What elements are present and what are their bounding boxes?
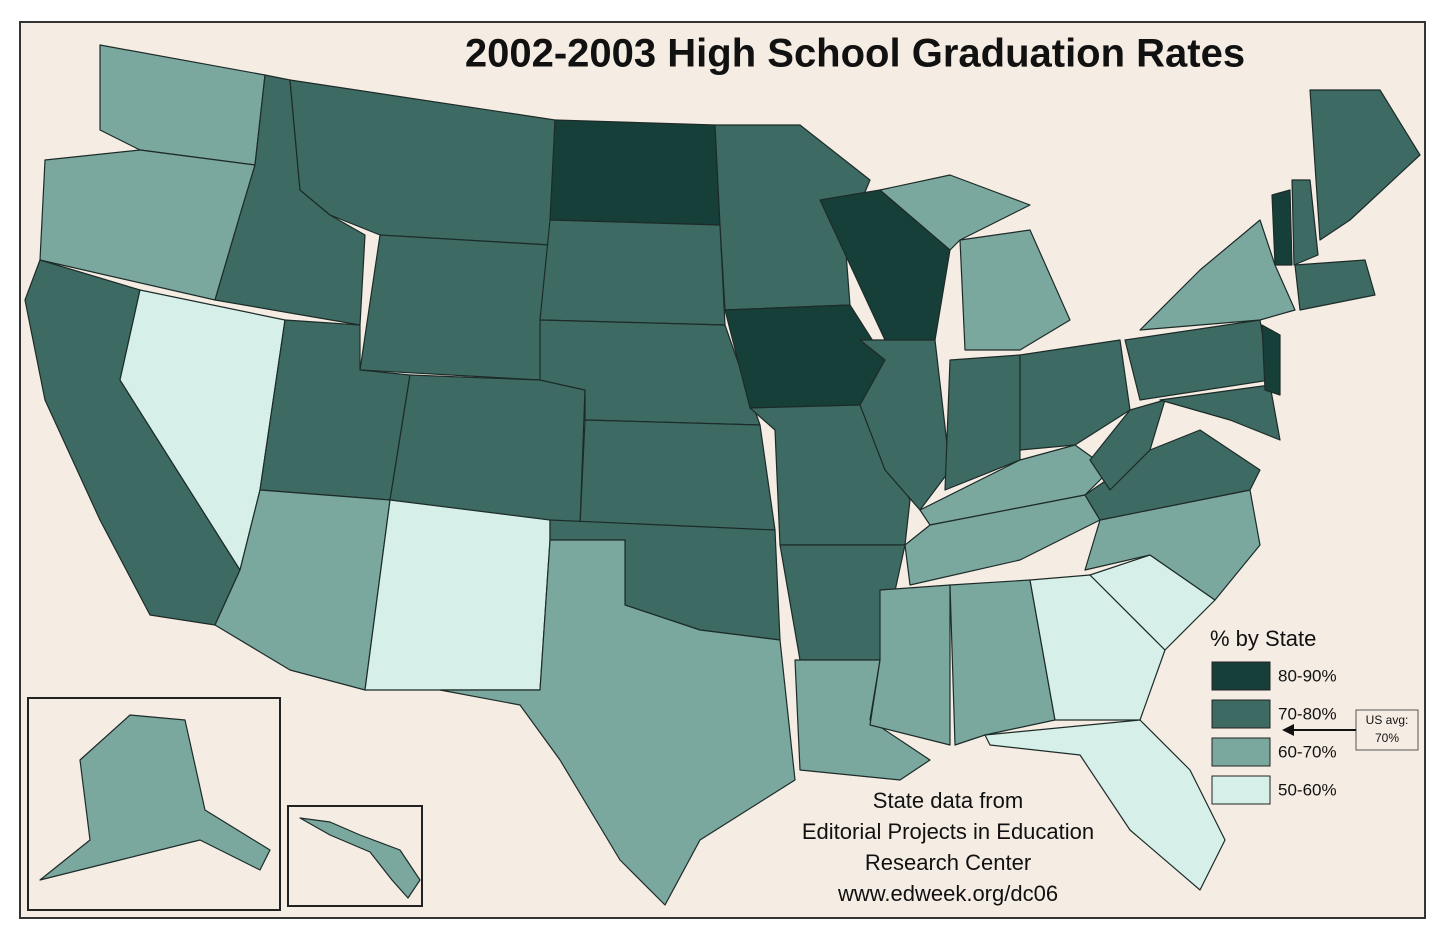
legend-label: 80-90% [1278,666,1337,685]
legend-swatch [1211,699,1271,729]
state [1294,259,1376,311]
source-text: Editorial Projects in Education [802,819,1094,844]
legend: 80-90% 70-80% 60-70% 50-60% [1211,661,1337,805]
state [1019,339,1131,451]
alaska-inset [27,697,281,911]
legend-title: % by State [1210,626,1316,651]
state [984,719,1226,891]
source-text: Research Center [865,850,1031,875]
state [39,714,271,881]
note: US avg: 70% [1366,713,1409,745]
legend-label: 50-60% [1278,780,1337,799]
source-text: State data from [873,788,1023,813]
state [579,419,776,531]
note-box [1355,709,1419,751]
states [24,44,1421,906]
note-arrowhead [1282,724,1294,736]
legend-swatch [1211,737,1271,767]
state [439,539,796,906]
source: State data from Editorial Projects in Edu… [802,788,1094,906]
state [859,339,951,511]
legend-label: 60-70% [1278,742,1337,761]
legend-swatch [1211,661,1271,691]
state [539,219,726,326]
state [1271,189,1293,266]
state [714,124,871,311]
note-text: US avg: [1366,713,1409,727]
state [359,234,551,381]
state [819,189,951,341]
state [1029,574,1166,721]
note-text: 70% [1375,731,1399,745]
legend-swatch [1211,775,1271,805]
state [869,584,951,746]
state [1291,179,1319,266]
legend-label: 70-80% [1278,704,1337,723]
state [1159,384,1281,441]
state [949,579,1056,746]
map-title: 2002-2003 High School Graduation Rates [465,32,1245,76]
state [299,817,421,899]
state [1261,324,1281,396]
state [1309,89,1421,241]
hawaii-inset [287,805,423,907]
state [879,174,1031,251]
source-text: www.edweek.org/dc06 [837,881,1058,906]
state [389,374,586,526]
state [1089,399,1166,491]
state [959,229,1071,351]
state [549,119,721,226]
state [364,499,551,691]
